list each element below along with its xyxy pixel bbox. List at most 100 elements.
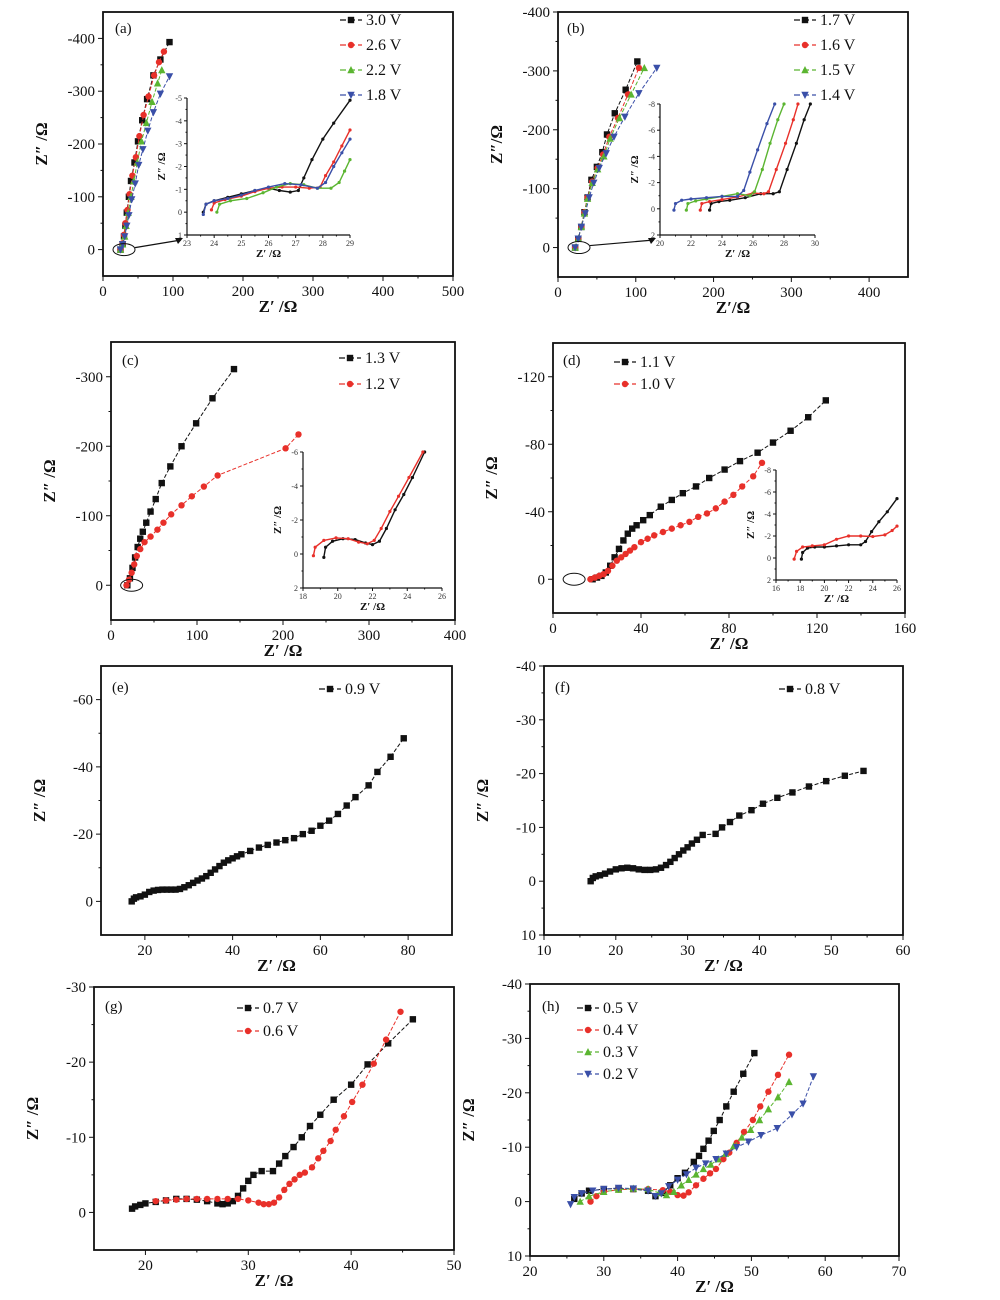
data-point xyxy=(603,131,611,138)
data-point xyxy=(343,802,350,809)
legend-marker xyxy=(801,91,809,99)
data-point xyxy=(342,169,347,173)
data-point xyxy=(214,1200,221,1207)
data-point xyxy=(788,1111,796,1119)
data-point xyxy=(296,1171,303,1179)
panel-g: 20 30 40 50 0 -10 -20 -30 Z′ /Ω Z″ /Ω (g) 0.7 V 0.6 … xyxy=(23,980,462,1290)
data-point xyxy=(158,66,166,74)
inset-a: 23 24 25 26 27 28 29 1 0 -1 -2 -3 -4 -5 Z′ /Ω Z″ /Ω xyxy=(112,94,354,260)
plot-frame xyxy=(543,665,904,936)
data-point xyxy=(168,886,175,893)
x-tick-label: 22 xyxy=(687,239,695,248)
x-tick-label: 70 xyxy=(892,1264,907,1280)
legend-item: 1.5 V xyxy=(794,62,856,79)
data-point xyxy=(766,190,771,194)
panel-b: 0 100 200 300 4000-100-200-300-400Z′/ΩZ″/Ω(b… xyxy=(487,5,909,317)
data-point xyxy=(758,459,766,467)
data-point xyxy=(233,853,241,860)
data-point xyxy=(668,496,675,504)
y-axis-title: Z″ /Ω xyxy=(32,122,51,165)
y-tick-label: -5 xyxy=(175,94,182,103)
data-point xyxy=(841,772,849,779)
y-tick-label: 10 xyxy=(521,928,536,944)
data-point xyxy=(621,113,629,121)
data-point xyxy=(299,830,307,838)
data-point xyxy=(290,834,298,842)
data-point xyxy=(684,208,688,212)
legend-marker xyxy=(347,41,355,49)
data-point xyxy=(877,520,881,524)
data-point xyxy=(181,884,188,891)
data-point xyxy=(746,1125,755,1133)
data-point xyxy=(348,1098,356,1106)
data-point xyxy=(162,1197,170,1204)
x-tick-label: 200 xyxy=(232,284,255,300)
data-point xyxy=(134,138,142,145)
data-point xyxy=(651,532,658,539)
data-point xyxy=(718,824,726,831)
data-point xyxy=(895,524,899,528)
data-point xyxy=(756,148,760,152)
x-tick-label: 20 xyxy=(608,943,623,959)
x-tick-label: 20 xyxy=(334,592,342,601)
data-point xyxy=(574,235,582,243)
x-tick-label: 80 xyxy=(401,943,416,959)
legend-item: 0.5 V xyxy=(577,1000,639,1017)
legend-marker xyxy=(786,685,794,693)
data-point xyxy=(712,1165,720,1173)
data-point xyxy=(712,830,719,838)
inset-series xyxy=(708,102,812,212)
series-line xyxy=(202,138,351,215)
legend-marker xyxy=(801,66,809,74)
y-tick-label: -60 xyxy=(73,693,93,709)
y-tick-label: -20 xyxy=(502,1086,522,1102)
x-tick-label: 24 xyxy=(718,239,726,248)
y-tick-label: 0 xyxy=(538,572,546,588)
data-point xyxy=(659,528,667,536)
legend-label: 1.8 V xyxy=(366,87,402,104)
data-point xyxy=(315,1155,322,1162)
legend-label: 1.7 V xyxy=(820,12,856,29)
data-point xyxy=(721,466,728,473)
data-point xyxy=(323,545,328,549)
y-tick-label: -6 xyxy=(648,126,655,135)
series-line xyxy=(579,1081,790,1203)
plot-frame xyxy=(93,986,455,1251)
data-point xyxy=(765,1088,772,1095)
data-point xyxy=(307,186,311,190)
y-axis-title: Z″ /Ω xyxy=(482,456,501,499)
data-point xyxy=(809,1073,818,1081)
plot-area xyxy=(566,1049,818,1209)
legend-label: 3.0 V xyxy=(366,12,402,29)
data-point xyxy=(281,1186,288,1194)
zoom-ellipse xyxy=(567,241,591,255)
data-point xyxy=(410,475,415,480)
x-tick-label: 25 xyxy=(237,239,245,248)
y-axis-title: Z″ /Ω xyxy=(272,506,284,534)
x-tick-label: 20 xyxy=(138,1258,153,1274)
y-axis-title: Z″ /Ω xyxy=(156,152,168,180)
series-0.8-V xyxy=(587,767,867,885)
data-point xyxy=(694,199,698,203)
data-point xyxy=(329,186,333,190)
data-point xyxy=(224,1195,231,1203)
data-point xyxy=(595,164,603,173)
y-tick-label: -100 xyxy=(68,190,96,206)
plot-area xyxy=(128,1008,417,1212)
data-point xyxy=(332,160,336,164)
legend: 0.9 V xyxy=(319,681,381,698)
data-point xyxy=(144,127,152,135)
data-point xyxy=(644,535,651,542)
legend-item: 1.2 V xyxy=(339,376,401,393)
data-point xyxy=(785,1051,793,1058)
legend-marker xyxy=(584,1026,592,1034)
data-point xyxy=(282,445,289,452)
data-point xyxy=(782,102,786,106)
data-point xyxy=(794,141,799,145)
data-point xyxy=(239,1185,247,1192)
panel-label: (g) xyxy=(105,999,123,1015)
data-point xyxy=(282,836,289,844)
y-tick-label: -10 xyxy=(516,820,536,836)
legend-marker xyxy=(346,380,354,388)
data-point xyxy=(198,875,206,882)
